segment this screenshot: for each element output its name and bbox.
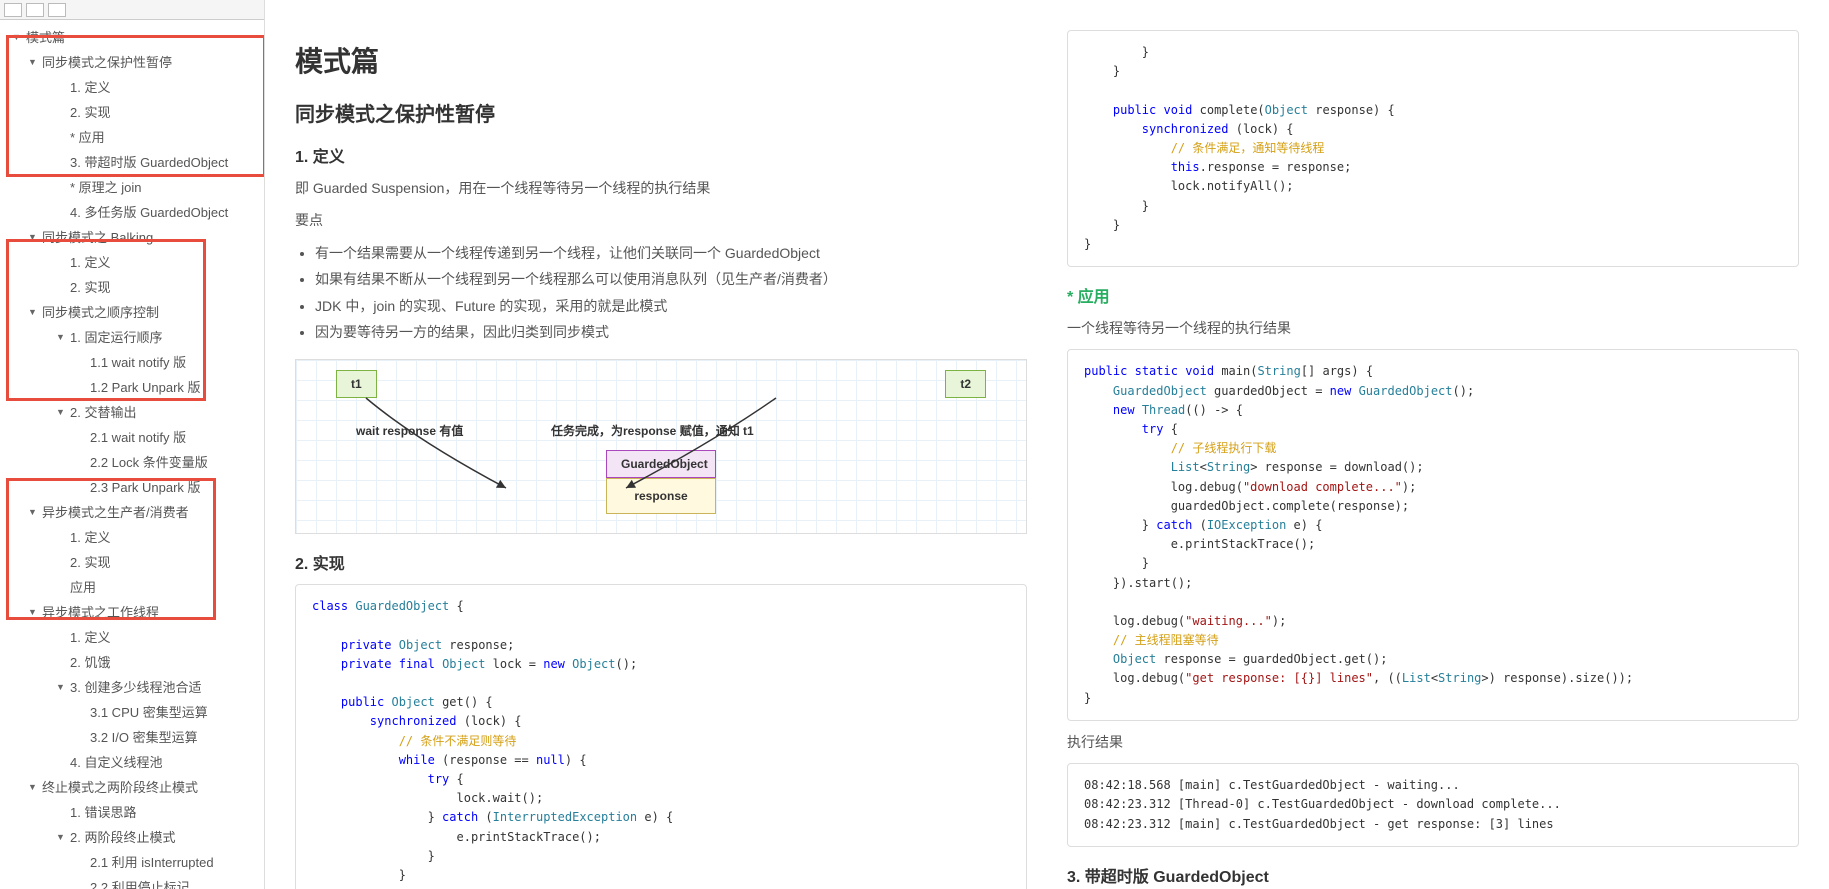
sidebar-toolbar	[0, 0, 264, 20]
node-t1: t1	[336, 370, 377, 398]
tree-item[interactable]: ▼3. 创建多少线程池合适	[0, 674, 264, 699]
node-response: response	[606, 478, 716, 514]
sec1-list: 有一个结果需要从一个线程传递到另一个线程，让他们关联同一个 GuardedObj…	[315, 242, 1027, 344]
tree-item[interactable]: 2. 实现	[0, 549, 264, 574]
node-t2: t2	[945, 370, 986, 398]
tree-subitem[interactable]: 3.1 CPU 密集型运算	[0, 699, 264, 724]
edit-icon[interactable]	[48, 3, 66, 17]
tree-item[interactable]: ▼1. 固定运行顺序	[0, 324, 264, 349]
tree-subitem[interactable]: 1.1 wait notify 版	[0, 349, 264, 374]
tree-item[interactable]: 2. 饥饿	[0, 649, 264, 674]
tree-item[interactable]: 2. 实现	[0, 99, 264, 124]
sidebar: ▼模式篇 ▼同步模式之保护性暂停1. 定义2. 实现* 应用3. 带超时版 Gu…	[0, 0, 265, 889]
tree-subitem[interactable]: 1.2 Park Unpark 版	[0, 374, 264, 399]
tree-label: 模式篇	[26, 27, 65, 46]
list-item: 有一个结果需要从一个线程传递到另一个线程，让他们关联同一个 GuardedObj…	[315, 242, 1027, 264]
code-guardedobject: class GuardedObject { private Object res…	[295, 584, 1027, 889]
left-column: 模式篇 同步模式之保护性暂停 1. 定义 即 Guarded Suspensio…	[295, 0, 1027, 889]
tree-subitem[interactable]: 2.2 利用停止标记	[0, 874, 264, 889]
tree-root[interactable]: ▼模式篇	[0, 24, 264, 49]
label-left: wait response 有值	[356, 422, 463, 439]
tree-item[interactable]: 1. 定义	[0, 74, 264, 99]
label-right: 任务完成，为response 赋值，通知 t1	[551, 422, 754, 439]
code-complete: } } public void complete(Object response…	[1067, 30, 1799, 267]
sec1-heading: 1. 定义	[295, 143, 1027, 167]
tree-item[interactable]: * 应用	[0, 124, 264, 149]
tree-item[interactable]: 1. 定义	[0, 249, 264, 274]
tree-subitem[interactable]: 2.1 wait notify 版	[0, 424, 264, 449]
tree-section[interactable]: ▼同步模式之保护性暂停	[0, 49, 264, 74]
tree-subitem[interactable]: 2.3 Park Unpark 版	[0, 474, 264, 499]
tree-subitem[interactable]: 3.2 I/O 密集型运算	[0, 724, 264, 749]
tree-section[interactable]: ▼异步模式之生产者/消费者	[0, 499, 264, 524]
code-result: 08:42:18.568 [main] c.TestGuardedObject …	[1067, 763, 1799, 847]
diagram: t1 t2 wait response 有值 任务完成，为response 赋值…	[295, 359, 1027, 534]
tree-item[interactable]: 1. 定义	[0, 524, 264, 549]
list-item: JDK 中，join 的实现、Future 的实现，采用的就是此模式	[315, 295, 1027, 317]
list-view-icon[interactable]	[26, 3, 44, 17]
tree-item[interactable]: 1. 错误思路	[0, 799, 264, 824]
app-heading: * 应用	[1067, 283, 1799, 307]
grid-view-icon[interactable]	[4, 3, 22, 17]
tree-section[interactable]: ▼同步模式之 Balking	[0, 224, 264, 249]
list-item: 因为要等待另一方的结果，因此归类到同步模式	[315, 321, 1027, 343]
sec2-heading: 2. 实现	[295, 550, 1027, 574]
tree-item[interactable]: 应用	[0, 574, 264, 599]
sec1-para2: 要点	[295, 209, 1027, 231]
sec1-para: 即 Guarded Suspension，用在一个线程等待另一个线程的执行结果	[295, 177, 1027, 199]
node-guarded: GuardedObject	[606, 450, 716, 478]
tree-section[interactable]: ▼同步模式之顺序控制	[0, 299, 264, 324]
outline-tree: ▼模式篇 ▼同步模式之保护性暂停1. 定义2. 实现* 应用3. 带超时版 Gu…	[0, 20, 264, 889]
tree-section[interactable]: ▼异步模式之工作线程	[0, 599, 264, 624]
tree-item[interactable]: 4. 多任务版 GuardedObject	[0, 199, 264, 224]
section-subtitle: 同步模式之保护性暂停	[295, 98, 1027, 127]
tree-subitem[interactable]: 2.1 利用 isInterrupted	[0, 849, 264, 874]
tree-item[interactable]: 3. 带超时版 GuardedObject	[0, 149, 264, 174]
right-column: } } public void complete(Object response…	[1067, 0, 1799, 889]
code-main: public static void main(String[] args) {…	[1067, 349, 1799, 720]
app-para: 一个线程等待另一个线程的执行结果	[1067, 317, 1799, 339]
tree-item[interactable]: * 原理之 join	[0, 174, 264, 199]
tree-item[interactable]: 2. 实现	[0, 274, 264, 299]
page-title: 模式篇	[295, 40, 1027, 80]
main-content: 模式篇 同步模式之保护性暂停 1. 定义 即 Guarded Suspensio…	[265, 0, 1829, 889]
sec3-heading: 3. 带超时版 GuardedObject	[1067, 863, 1799, 887]
list-item: 如果有结果不断从一个线程到另一个线程那么可以使用消息队列（见生产者/消费者）	[315, 268, 1027, 290]
tree-section[interactable]: ▼终止模式之两阶段终止模式	[0, 774, 264, 799]
tree-item[interactable]: ▼2. 交替输出	[0, 399, 264, 424]
tree-subitem[interactable]: 2.2 Lock 条件变量版	[0, 449, 264, 474]
tree-item[interactable]: 4. 自定义线程池	[0, 749, 264, 774]
tree-item[interactable]: 1. 定义	[0, 624, 264, 649]
result-label: 执行结果	[1067, 731, 1799, 753]
tree-item[interactable]: ▼2. 两阶段终止模式	[0, 824, 264, 849]
